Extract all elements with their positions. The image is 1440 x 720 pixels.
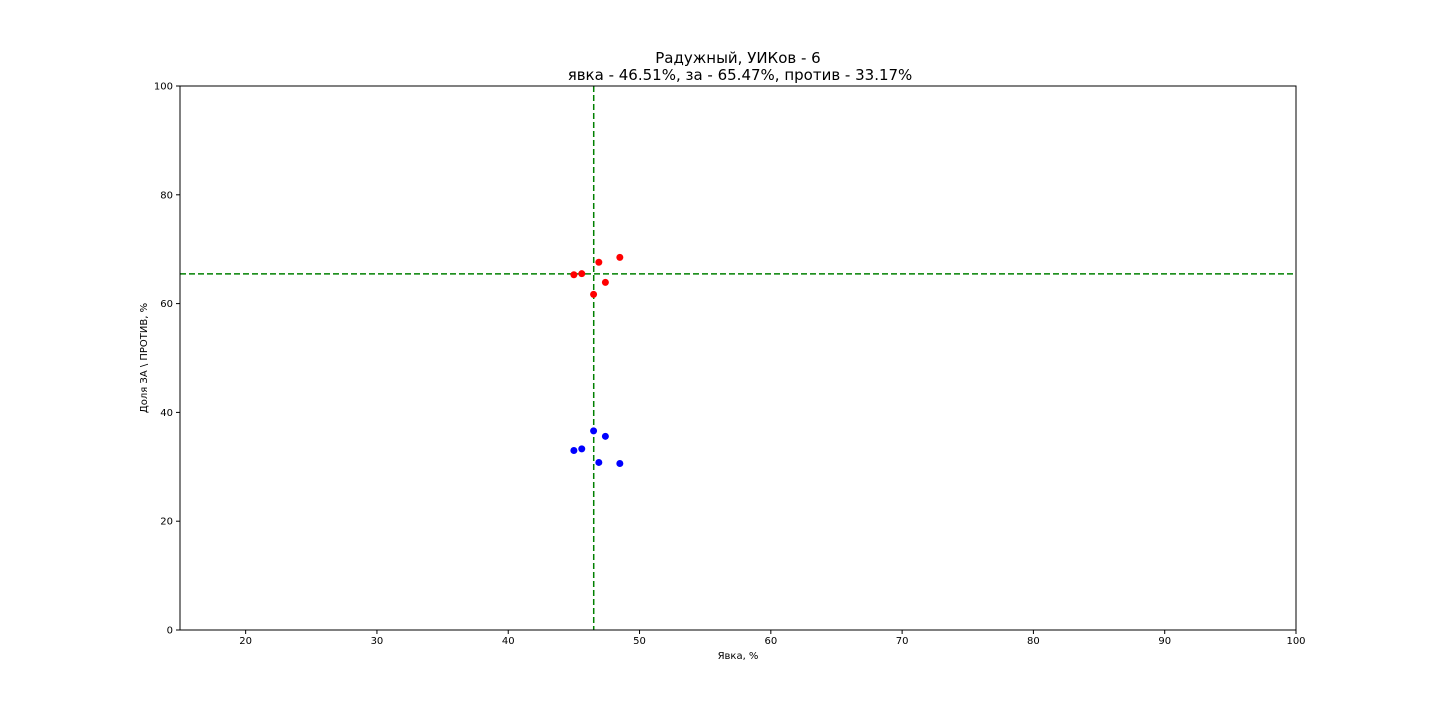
y-tick-label: 80 bbox=[160, 190, 173, 201]
scatter-point bbox=[616, 460, 624, 468]
y-tick-label: 60 bbox=[160, 299, 173, 310]
x-tick-label: 60 bbox=[764, 636, 777, 647]
x-axis-label: Явка, % bbox=[718, 651, 759, 662]
chart-title: Радужный, УИКов - 6 bbox=[655, 49, 820, 67]
scatter-point bbox=[601, 278, 609, 286]
scatter-point bbox=[595, 258, 603, 266]
plot-area bbox=[179, 85, 1297, 631]
scatter-point bbox=[595, 458, 603, 466]
scatter-point bbox=[578, 445, 586, 453]
reference-lines bbox=[180, 86, 1296, 630]
y-axis-ticks: 0 20 40 60 80 100 bbox=[154, 82, 180, 637]
y-tick-label: 100 bbox=[154, 82, 173, 93]
y-tick-label: 0 bbox=[167, 626, 173, 637]
scatter-point bbox=[590, 427, 598, 435]
scatter-point bbox=[578, 270, 586, 278]
x-tick-label: 90 bbox=[1158, 636, 1171, 647]
y-tick-label: 40 bbox=[160, 408, 173, 419]
x-tick-label: 40 bbox=[502, 636, 515, 647]
scatter-point bbox=[570, 446, 578, 454]
data-points bbox=[570, 253, 624, 468]
x-tick-label: 80 bbox=[1027, 636, 1040, 647]
scatter-point bbox=[601, 432, 609, 440]
scatter-point bbox=[590, 290, 598, 298]
x-tick-label: 50 bbox=[633, 636, 646, 647]
x-tick-label: 100 bbox=[1286, 636, 1305, 647]
y-axis-label: Доля ЗА \ ПРОТИВ, % bbox=[139, 303, 150, 413]
axes-frame bbox=[179, 85, 1297, 631]
scatter-point bbox=[570, 271, 578, 279]
x-tick-label: 20 bbox=[239, 636, 252, 647]
x-tick-label: 70 bbox=[896, 636, 909, 647]
chart-subtitle: явка - 46.51%, за - 65.47%, против - 33.… bbox=[568, 66, 913, 84]
scatter-point bbox=[616, 253, 624, 261]
y-tick-label: 20 bbox=[160, 517, 173, 528]
x-tick-label: 30 bbox=[371, 636, 384, 647]
x-axis-ticks: 20 30 40 50 60 70 80 90 100 bbox=[239, 630, 1306, 647]
